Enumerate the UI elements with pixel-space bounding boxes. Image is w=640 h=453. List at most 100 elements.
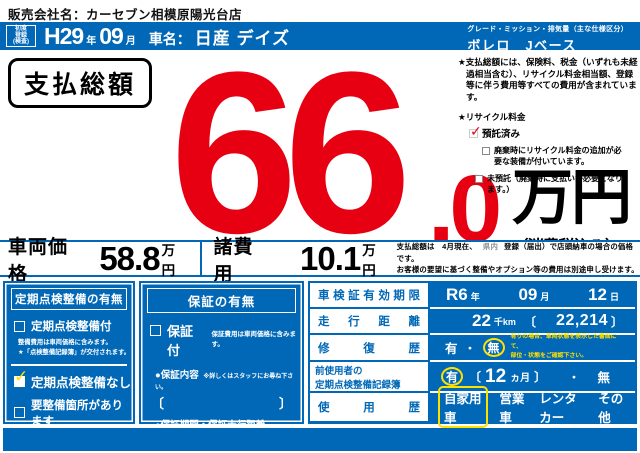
table-row-usage-history: 使用歴 自家用車 営業車 レンタカー その他: [310, 386, 635, 428]
record-yes: 有: [445, 370, 458, 384]
maintenance-required-row: 要整備箇所があります: [14, 397, 133, 429]
note1-pre: 支払総額は 4月現在、: [396, 241, 477, 251]
warranty-panel-title: 保証の有無: [147, 288, 296, 313]
inspection-label-cell: 車検証有効期限: [310, 283, 430, 309]
checkbox-not-deposited: [475, 174, 483, 183]
odometer-value: 22,214: [556, 312, 608, 329]
registration-header-bar: 初度 登録 (検査) H29 年 09 月 車名： 日産 デイズ グレード・ミッ…: [0, 22, 640, 53]
inspection-day-unit: 日: [609, 292, 619, 302]
checkbox-extra-equipment: [482, 147, 490, 156]
record-no: 無: [597, 371, 610, 385]
maintenance-with-note: 整備費用は車両価格に含みます。 ★「点検整備記録簿」が交付されます。: [18, 338, 133, 358]
side-notes: ★支払総額には、保険料、税金（いずれも未経過相当含む）、リサイクル料金相当額、登…: [458, 57, 639, 196]
details-table: 車検証有効期限 R6 年 09 月 12 日 走行距離 22 千km 〔 22,214…: [308, 281, 637, 428]
recycle-extra-row: 廃棄時にリサイクル料金の追加が必要な装備が付いています。: [482, 146, 622, 168]
warranty-content-note: ※詳しくはスタッフにお尋ね下さい。: [155, 374, 294, 391]
recycle-deposited-label: 預託済み: [482, 129, 521, 141]
vehicle-price-value: 58.8: [99, 239, 160, 277]
record-months: 12: [485, 365, 507, 387]
registration-date: H29 年 09 月: [44, 23, 139, 50]
usage-label-cell: 使用歴: [310, 393, 430, 421]
warranty-content-row: ●保証内容 ※詳しくはスタッフにお尋ね下さい。: [155, 367, 302, 392]
vehicle-price-unit: 万円: [161, 242, 176, 278]
repair-yes: 有: [445, 342, 458, 356]
badge-line: 登録: [14, 32, 27, 39]
warranty-content-label: ●保証内容: [155, 370, 199, 381]
usage-option-private-selected: 自家用車: [438, 386, 489, 428]
car-name: 日産 デイズ: [194, 28, 291, 48]
checkbox-deposited: ✓: [469, 123, 482, 139]
usage-option-commercial: 営業車: [499, 392, 525, 425]
bracket-open: 〔: [469, 370, 482, 384]
first-registration-badge: 初度 登録 (検査): [6, 25, 36, 47]
inspection-day: 12: [588, 285, 607, 304]
record-label-line2: 定期点検整備記録簿: [315, 379, 401, 391]
mileage-label: 走行距離: [318, 316, 420, 328]
fees-value: 10.1: [299, 239, 361, 277]
fees-label: 諸費用: [213, 236, 254, 285]
maintenance-panel-title: 定期点検整備の有無: [11, 288, 127, 310]
warranty-with-row: 保証付 保証費用は車両価格に含みます。: [150, 321, 302, 359]
inspection-label: 車検証有効期限: [318, 290, 420, 302]
repair-note: 有りの場合、車両状態を表示した書面にて、 部位・状態をご確認下さい。: [511, 333, 626, 361]
registration-year: H29: [44, 22, 84, 49]
maintenance-with-row: 定期点検整備付: [14, 318, 133, 334]
price-band-note: 支払総額は 4月現在、 県内 登録（届出）で店頭納車の場合の価格です。 お客様の要望…: [397, 241, 640, 277]
badge-line: (検査): [13, 39, 29, 46]
repair-label: 修復歴: [318, 342, 420, 355]
fees-unit: 万円: [362, 242, 376, 278]
price-band-note-line2: お客様の要望に基づく整備やオプション等の費用は別途申し受けます。: [396, 265, 639, 275]
inspection-month: 09: [518, 285, 538, 304]
registration-year-unit: 年: [86, 35, 97, 47]
car-name-label: 車名：: [148, 30, 191, 47]
maintenance-with-note1: 整備費用は車両価格に含みます。: [18, 339, 112, 346]
record-yes-circled: 有: [441, 367, 463, 386]
record-label-line1: 前使用者の: [315, 365, 363, 377]
checkbox-maintenance-without-checked: ✓: [14, 367, 28, 387]
panel-divider: [11, 364, 127, 366]
registration-month-unit: 月: [125, 35, 136, 47]
repair-note-line2: 部位・状態をご確認下さい。: [510, 353, 588, 360]
warranty-content-brackets: 〔 〕: [151, 393, 292, 412]
total-unit: 万円: [512, 163, 632, 231]
maintenance-panel: 定期点検整備の有無 定期点検整備付 整備費用は車両価格に含みます。 ★「点検整備…: [3, 281, 135, 449]
vehicle-price-label: 車両価格: [8, 236, 69, 285]
repair-no: 無: [487, 341, 500, 355]
badge-line: 初度: [14, 26, 27, 33]
maintenance-without-row: ✓ 定期点検整備なし: [14, 367, 133, 391]
table-row-repair-history: 修復歴 有 ・ 無 有りの場合、車両状態を表示した書面にて、 部位・状態をご確認…: [310, 333, 635, 362]
checkbox-warranty-with: [150, 325, 161, 336]
total-payment-note: ★支払総額には、保険料、税金（いずれも未経過相当含む）、リサイクル料金相当額、登…: [458, 57, 638, 102]
price-band: 車両価格 58.8 万円 諸費用 10.1 万円 支払総額は 4月現在、 県内 登録…: [0, 237, 640, 285]
grade-label: グレード・ミッション・排気量（主な仕様区分）: [467, 26, 628, 33]
registration-month: 09: [99, 22, 124, 49]
warranty-panel: 保証の有無 保証付 保証費用は車両価格に含みます。 ●保証内容 ※詳しくはスタッ…: [139, 281, 304, 451]
dealer-name-row: 販売会社名：カーセブン相模原陽光台店: [8, 4, 242, 23]
note1-post: 登録（届出）で店頭納車の場合の価格です。: [396, 241, 634, 263]
recycle-unpaid-row: 未預託（廃棄時に支払いが必要となります。）: [475, 174, 625, 196]
warranty-with-note: 保証費用は車両価格に含みます。: [211, 331, 296, 348]
dealer-name: カーセブン相模原陽光台店: [86, 8, 243, 22]
mileage-value: 22: [472, 311, 491, 330]
separator-dot: ・: [568, 371, 580, 384]
note1-area: 県内: [482, 241, 499, 251]
price-band-note-line1: 支払総額は 4月現在、 県内 登録（届出）で店頭納車の場合の価格です。: [397, 241, 640, 265]
table-row-mileage: 走行距離 22 千km 〔 22,214 〕: [310, 309, 635, 335]
car-name-group: 車名： 日産 デイズ: [149, 24, 290, 49]
grade-block: グレード・ミッション・排気量（主な仕様区分） ボレロ Jベース: [467, 24, 628, 54]
usage-option-other: その他: [598, 392, 624, 425]
maintenance-with-label: 定期点検整備付: [31, 321, 112, 333]
mileage-value-cell: 22 千km 〔 22,214 〕: [430, 309, 635, 335]
total-amount-integer: 66: [170, 24, 412, 281]
recycle-deposited-row: ✓ 預託済み: [469, 123, 639, 141]
mileage-label-cell: 走行距離: [310, 309, 430, 335]
record-label-cell: 前使用者の 定期点検整備記録簿: [310, 362, 430, 393]
record-months-unit: ヵ月: [510, 373, 531, 384]
maintenance-required-label: 要整備箇所があります: [31, 399, 123, 428]
repair-no-circled: 無: [482, 338, 505, 357]
usage-option-rental: レンタカー: [539, 392, 577, 425]
bracket-close: 〕: [610, 314, 623, 329]
grade-value: ボレロ Jベース: [467, 38, 577, 53]
bracket-open: 〔: [523, 314, 536, 329]
